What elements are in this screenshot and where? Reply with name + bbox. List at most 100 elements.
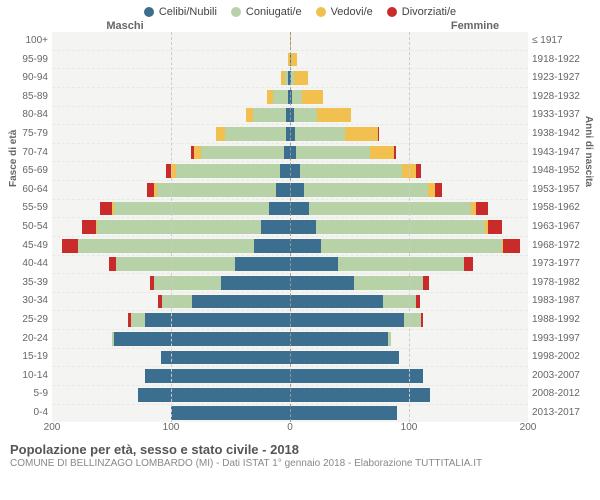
bar-segment	[161, 351, 290, 365]
bar-segment	[176, 164, 281, 178]
age-label: 85-89	[10, 88, 48, 106]
bar-segment	[394, 146, 396, 160]
bar-segment	[145, 313, 290, 327]
bar-segment	[225, 127, 287, 141]
age-label: 95-99	[10, 51, 48, 69]
age-label: 40-44	[10, 255, 48, 273]
age-label: 50-54	[10, 218, 48, 236]
age-label: 15-19	[10, 348, 48, 366]
age-label: 45-49	[10, 237, 48, 255]
bar	[290, 53, 297, 67]
plot	[52, 32, 528, 422]
x-tick: 100	[163, 422, 180, 433]
bar-segment	[221, 276, 290, 290]
bar-segment	[295, 127, 345, 141]
bar-segment	[370, 146, 394, 160]
bar-segment	[291, 53, 297, 67]
birth-label: 2013-2017	[532, 404, 590, 422]
birth-label: 1973-1977	[532, 255, 590, 273]
bar	[100, 202, 290, 216]
bar	[290, 406, 397, 420]
birth-label: 1958-1962	[532, 199, 590, 217]
birth-label: 1983-1987	[532, 292, 590, 310]
age-label: 20-24	[10, 330, 48, 348]
birth-label: 1943-1947	[532, 144, 590, 162]
bar	[290, 332, 391, 346]
bar	[290, 127, 379, 141]
birth-label: 1963-1967	[532, 218, 590, 236]
bar-segment	[345, 127, 378, 141]
bar-segment	[269, 202, 290, 216]
bar	[62, 239, 290, 253]
bar	[82, 220, 290, 234]
bar	[145, 369, 290, 383]
bar	[290, 90, 323, 104]
y-axis-left-title: Fasce di età	[8, 130, 19, 187]
bar-segment	[114, 332, 290, 346]
bar-segment	[294, 108, 318, 122]
bar	[158, 295, 290, 309]
bar-segment	[503, 239, 520, 253]
bar-segment	[290, 220, 316, 234]
bar	[267, 90, 290, 104]
bar-segment	[290, 183, 304, 197]
age-label: 55-59	[10, 199, 48, 217]
bar-segment	[464, 257, 474, 271]
bar	[109, 257, 290, 271]
bar-segment	[147, 183, 154, 197]
chart-subtitle: COMUNE DI BELLINZAGO LOMBARDO (MI) - Dat…	[10, 458, 590, 469]
bar	[290, 146, 396, 160]
bar-segment	[290, 257, 338, 271]
bar	[290, 71, 308, 85]
bar	[112, 332, 291, 346]
bar-segment	[309, 202, 471, 216]
chart-area: Fasce di età Anni di nascita 100+95-9990…	[10, 32, 590, 422]
legend-label: Celibi/Nubili	[159, 6, 217, 18]
male-label: Maschi	[10, 20, 300, 32]
bar-segment	[290, 313, 404, 327]
bar-segment	[383, 295, 416, 309]
bar-segment	[82, 220, 96, 234]
gridline	[409, 32, 410, 422]
bar-segment	[116, 257, 235, 271]
bar-segment	[97, 220, 261, 234]
birth-label: 1928-1932	[532, 88, 590, 106]
bar	[171, 406, 290, 420]
gender-labels: Maschi Femmine	[10, 20, 590, 32]
bar-segment	[354, 276, 423, 290]
birth-label: 1978-1982	[532, 274, 590, 292]
birth-label: 1923-1927	[532, 69, 590, 87]
bar-segment	[300, 164, 402, 178]
legend-swatch	[316, 7, 326, 17]
bar	[280, 71, 290, 85]
bar-segment	[421, 313, 423, 327]
bar-segment	[423, 276, 429, 290]
bar-segment	[316, 220, 485, 234]
bar-segment	[100, 202, 112, 216]
bar-segment	[114, 202, 269, 216]
birth-label: 1948-1952	[532, 162, 590, 180]
bar	[191, 146, 290, 160]
bar-segment	[290, 239, 321, 253]
birth-label: 1953-1957	[532, 181, 590, 199]
x-axis: 2001000100200	[52, 422, 528, 436]
age-label: 10-14	[10, 367, 48, 385]
legend-item: Celibi/Nubili	[144, 6, 217, 18]
legend-item: Coniugati/e	[231, 6, 302, 18]
bar-segment	[261, 220, 290, 234]
bar-segment	[290, 276, 354, 290]
bar	[290, 220, 502, 234]
bar-segment	[292, 90, 302, 104]
gridline	[171, 32, 172, 422]
legend-label: Coniugati/e	[246, 6, 302, 18]
bar-segment	[276, 183, 290, 197]
bar-segment	[62, 239, 79, 253]
legend-label: Divorziati/e	[402, 6, 456, 18]
bar-segment	[194, 146, 201, 160]
bar-segment	[378, 127, 379, 141]
birth-label: 1933-1937	[532, 106, 590, 124]
legend-label: Vedovi/e	[331, 6, 373, 18]
bar-segment	[290, 332, 388, 346]
bar-segment	[235, 257, 290, 271]
x-tick: 200	[44, 422, 61, 433]
